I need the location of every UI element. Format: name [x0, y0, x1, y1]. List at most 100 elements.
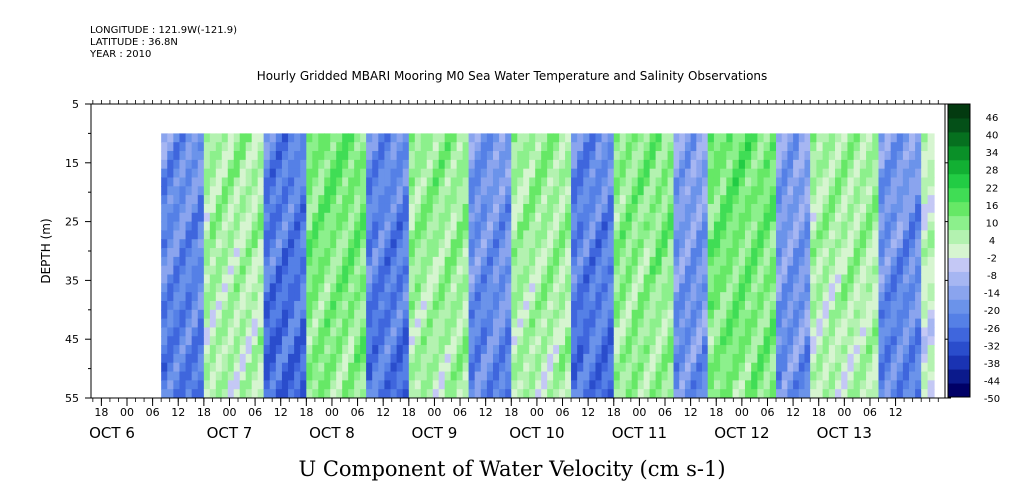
- heatmap-cell: [384, 345, 392, 355]
- heatmap-cell: [330, 133, 337, 143]
- heatmap-cell: [822, 380, 830, 390]
- heatmap-cell: [884, 159, 892, 170]
- heatmap-cell: [757, 318, 765, 329]
- heatmap-cell: [841, 345, 849, 355]
- heatmap-cell: [486, 195, 494, 205]
- hour-tick-label: 12: [889, 406, 903, 419]
- heatmap-cell: [215, 159, 223, 170]
- heatmap-cell: [499, 221, 506, 232]
- heatmap-cell: [342, 186, 349, 196]
- heatmap-cell: [787, 186, 794, 196]
- heatmap-cell: [908, 371, 916, 381]
- heatmap-cell: [631, 371, 639, 381]
- heatmap-cell: [191, 327, 199, 337]
- heatmap-cell: [474, 142, 482, 152]
- heatmap-cell: [420, 318, 428, 329]
- heatmap-cell: [318, 256, 325, 267]
- heatmap-cell: [679, 336, 686, 346]
- heatmap-cell: [915, 336, 922, 346]
- colorbar-swatch: [948, 131, 970, 147]
- heatmap-cell: [921, 248, 929, 258]
- heatmap-cell: [859, 248, 867, 258]
- heatmap-cell: [679, 353, 686, 364]
- heatmap-cell: [263, 186, 271, 196]
- heatmap-cell: [348, 380, 355, 390]
- heatmap-cell: [420, 142, 428, 152]
- heatmap-cell: [763, 380, 771, 390]
- heatmap-cell: [853, 274, 861, 284]
- heatmap-cell: [655, 336, 663, 346]
- heatmap-cell: [637, 248, 645, 258]
- heatmap-cell: [203, 336, 211, 346]
- heatmap-cell: [523, 283, 530, 293]
- heatmap-cell: [720, 142, 727, 152]
- heatmap-cell: [589, 380, 597, 390]
- heatmap-cell: [673, 133, 680, 143]
- heatmap-cell: [378, 203, 386, 214]
- heatmap-cell: [884, 133, 892, 143]
- heatmap-cell: [553, 159, 560, 170]
- heatmap-cell: [565, 151, 572, 161]
- heatmap-cell: [275, 292, 283, 302]
- heatmap-cell: [908, 309, 916, 320]
- heatmap-cell: [318, 300, 325, 311]
- heatmap-cell: [757, 248, 765, 258]
- heatmap-cell: [263, 327, 271, 337]
- colorbar-swatch: [948, 145, 970, 161]
- heatmap-cell: [607, 345, 615, 355]
- heatmap-cell: [583, 248, 590, 258]
- heatmap-cell: [444, 345, 452, 355]
- heatmap-cell: [456, 292, 464, 302]
- heatmap-cell: [239, 336, 247, 346]
- heatmap-cell: [927, 318, 935, 329]
- heatmap-cell: [781, 389, 788, 398]
- heatmap-cell: [535, 186, 542, 196]
- heatmap-cell: [798, 309, 806, 320]
- heatmap-cell: [378, 274, 386, 284]
- heatmap-cell: [179, 345, 187, 355]
- heatmap-cell: [499, 283, 506, 293]
- heatmap-cell: [203, 256, 211, 267]
- heatmap-cell: [921, 336, 929, 346]
- heatmap-cell: [185, 177, 193, 187]
- heatmap-cell: [661, 300, 669, 311]
- heatmap-cell: [227, 353, 235, 364]
- heatmap-cell: [696, 133, 703, 143]
- heatmap-cell: [486, 353, 494, 364]
- heatmap-cell: [601, 168, 609, 179]
- heatmap-cell: [679, 345, 686, 355]
- heatmap-cell: [372, 389, 379, 398]
- heatmap-cell: [197, 142, 205, 152]
- heatmap-cell: [921, 362, 929, 373]
- heatmap-cell: [408, 380, 416, 390]
- heatmap-cell: [720, 300, 727, 311]
- heatmap-cell: [390, 265, 398, 276]
- heatmap-cell: [366, 239, 373, 249]
- heatmap-cell: [462, 292, 470, 302]
- heatmap-cell: [902, 389, 910, 398]
- heatmap-cell: [541, 327, 548, 337]
- heatmap-cell: [878, 159, 886, 170]
- heatmap-cell: [751, 265, 758, 276]
- heatmap-cell: [215, 300, 223, 311]
- heatmap-cell: [751, 300, 758, 311]
- heatmap-cell: [643, 159, 651, 170]
- heatmap-cell: [209, 221, 217, 232]
- heatmap-cell: [667, 248, 675, 258]
- heatmap-cell: [577, 318, 584, 329]
- heatmap-cell: [432, 248, 440, 258]
- heatmap-cell: [318, 380, 325, 390]
- heatmap-cell: [161, 389, 168, 398]
- heatmap-cell: [577, 177, 584, 187]
- heatmap-cell: [810, 336, 817, 346]
- heatmap-cell: [565, 133, 572, 143]
- heatmap-cell: [866, 318, 873, 329]
- hour-tick-label: 00: [530, 406, 544, 419]
- heatmap-cell: [776, 309, 783, 320]
- heatmap-cell: [366, 133, 373, 143]
- heatmap-cell: [921, 212, 929, 223]
- heatmap-cell: [354, 230, 361, 240]
- heatmap-cell: [414, 309, 422, 320]
- heatmap-cell: [908, 151, 916, 161]
- heatmap-cell: [511, 265, 518, 276]
